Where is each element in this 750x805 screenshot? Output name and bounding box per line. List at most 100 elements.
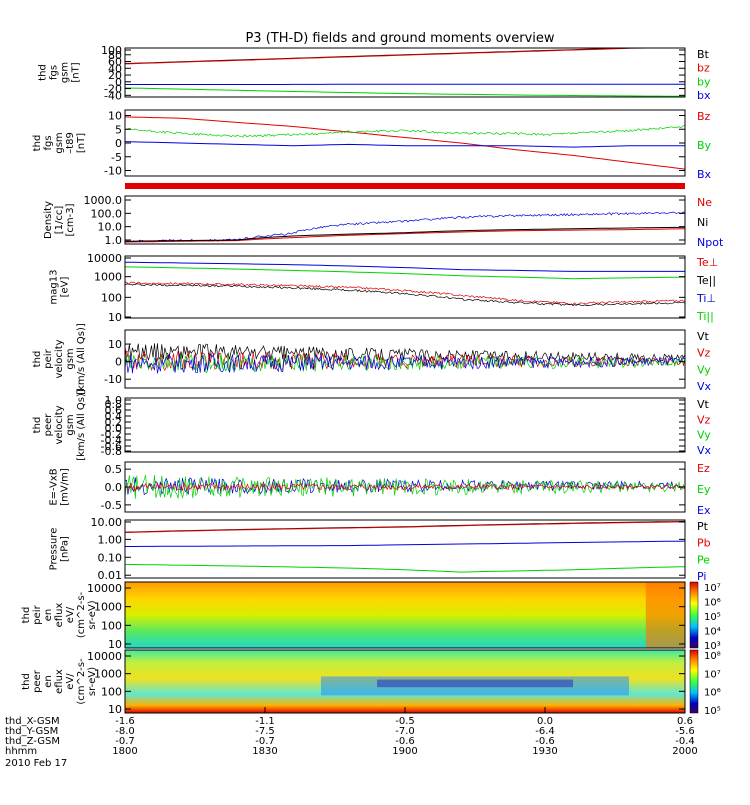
colorbar-label: 10⁶ xyxy=(704,598,721,609)
ytick-label: 1.00 xyxy=(98,533,123,546)
legend-p5-Vx: Vx xyxy=(697,380,712,393)
ytick-label: -5 xyxy=(111,151,122,164)
ylabel-line: [mV/m] xyxy=(60,468,71,506)
ytick-label: -40 xyxy=(104,89,122,102)
colorbar-label: 10⁵ xyxy=(704,706,721,717)
ylabel-line: en xyxy=(43,675,54,688)
series-p1-by xyxy=(125,88,685,96)
ytick-label: 0 xyxy=(115,137,122,150)
xaxis-value: 1930 xyxy=(532,746,557,757)
spectrogram-edge xyxy=(646,582,685,648)
ylabel-line: sr-eV) xyxy=(87,600,98,629)
ylabel-line: fgs xyxy=(49,65,60,80)
ylabel-line: peir xyxy=(43,348,54,368)
colorbar-label: 10⁵ xyxy=(704,612,721,623)
ylabel-line: thd xyxy=(32,417,43,434)
ytick-label: 10000 xyxy=(87,252,122,265)
ylabel-line: fgs xyxy=(43,135,54,150)
ytick-label: 10.0 xyxy=(98,221,123,234)
ylabel-line: thd xyxy=(38,64,49,81)
ytick-label: 10000 xyxy=(87,582,122,595)
series-p3-Npot xyxy=(125,212,685,242)
ylabel-line: gsm xyxy=(65,348,76,369)
series-p2-By xyxy=(125,126,685,138)
ytick-label: 10 xyxy=(108,338,122,351)
xaxis-value: 2000 xyxy=(672,746,697,757)
xaxis-value: 1800 xyxy=(112,746,137,757)
colorbar-label: 10⁷ xyxy=(704,669,721,680)
colorbar-label: 10⁶ xyxy=(704,688,721,699)
legend-p2-By: By xyxy=(697,139,712,152)
panel-frame-p3 xyxy=(125,196,685,244)
ylabel-line: velocity xyxy=(54,405,65,444)
ytick-label: 1.0 xyxy=(105,234,123,247)
colorbar-scale xyxy=(690,582,698,648)
ylabel-line: (cm^2-s- xyxy=(76,658,87,705)
ytick-label: 0.01 xyxy=(98,569,123,582)
series-p7-Ey xyxy=(125,475,685,499)
ytick-label: 10.00 xyxy=(91,516,123,529)
legend-p4-Ti||: Ti|| xyxy=(696,310,714,323)
ytick-label: 10 xyxy=(108,110,122,123)
ylabel-line: thd xyxy=(21,607,32,624)
ylabel-line: [1/cc] xyxy=(54,206,65,235)
date-label: 2010 Feb 17 xyxy=(5,758,67,769)
ytick-label: 1000 xyxy=(94,601,122,614)
series-p2-Bx xyxy=(125,142,685,148)
series-p7-Ez xyxy=(125,483,685,491)
series-p8-Pe xyxy=(125,564,685,572)
legend-p3-Ni: Ni xyxy=(697,216,708,229)
legend-p8-Pb: Pb xyxy=(697,537,711,550)
colorbar-label: 10⁷ xyxy=(704,583,721,594)
ylabel-line: thd xyxy=(21,673,32,690)
legend-p1-bz: bz xyxy=(697,62,710,75)
legend-p6-Vz: Vz xyxy=(697,413,711,426)
ytick-label: 100 xyxy=(101,291,122,304)
panel-p3: 1000.0100.010.01.0Density[1/cc][cm-3]NeN… xyxy=(43,194,724,249)
ytick-label: 10 xyxy=(108,311,122,324)
ytick-label: 100.0 xyxy=(91,207,123,220)
ylabel-line: eV/ xyxy=(65,606,76,623)
legend-p3-Ne: Ne xyxy=(697,196,712,209)
spectrogram-p9 xyxy=(125,582,685,648)
legend-p4-Te||: Te|| xyxy=(696,274,716,287)
ytick-label: 10000 xyxy=(87,650,122,663)
series-p4-Te⊥ xyxy=(125,282,685,305)
ytick-label: 100 xyxy=(101,619,122,632)
ylabel-line: peer xyxy=(43,413,54,437)
legend-p1-bx: bx xyxy=(697,89,711,102)
ylabel-line: velocity xyxy=(54,339,65,378)
ylabel-line: en xyxy=(43,609,54,622)
legend-p5-Vy: Vy xyxy=(697,363,711,376)
panel-frame-p6 xyxy=(125,398,685,452)
xaxis-value: 1900 xyxy=(392,746,417,757)
colorbar-label: 10⁸ xyxy=(704,651,721,662)
legend-p4-Te⊥: Te⊥ xyxy=(696,256,718,269)
ylabel-line: [nT] xyxy=(71,62,82,82)
ylabel-line: [nT] xyxy=(76,133,87,153)
ylabel-line: [cm-3] xyxy=(65,203,76,236)
ytick-label: 1000 xyxy=(94,271,122,284)
legend-p1-Bt: Bt xyxy=(697,48,710,61)
ytick-label: -0.8 xyxy=(101,445,122,458)
flag-strip xyxy=(125,183,685,189)
ylabel-line: eflux xyxy=(54,603,65,628)
series-p4-Ti|| xyxy=(125,267,685,279)
ylabel-line: sr-eV) xyxy=(87,667,98,696)
legend-p8-Pe: Pe xyxy=(697,553,710,566)
ytick-label: 100 xyxy=(101,685,122,698)
ylabel-line: E=-VxB xyxy=(49,468,60,505)
ylabel-line: [km/s (All Qs)] xyxy=(76,389,87,461)
ylabel-line: mag13 xyxy=(49,270,60,305)
ylabel-line: eflux xyxy=(54,669,65,694)
ylabel-line: [km/s (All Qs)] xyxy=(76,323,87,395)
legend-p2-Bx: Bx xyxy=(697,168,712,181)
